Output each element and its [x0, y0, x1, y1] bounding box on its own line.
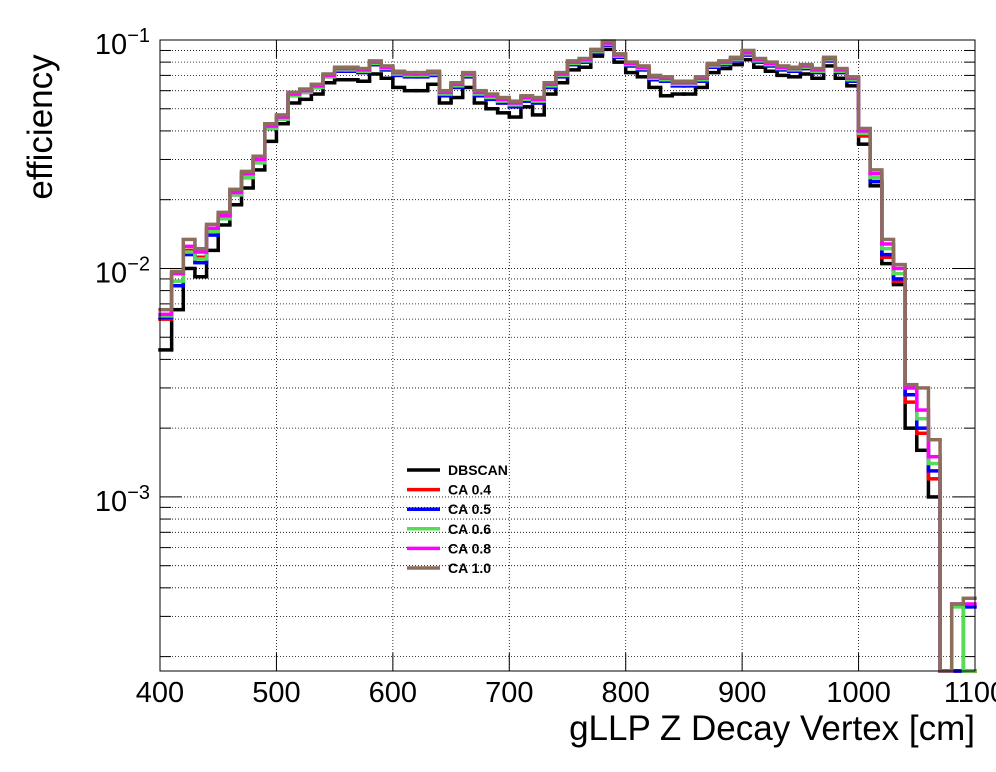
step-riser [169, 44, 966, 671]
series [158, 43, 977, 673]
legend-text: CA 0.4 [448, 482, 491, 498]
x-tick-label: 500 [252, 677, 300, 709]
step-riser [169, 43, 954, 671]
legend-text: DBSCAN [448, 462, 508, 478]
x-axis-title: gLLP Z Decay Vertex [cm] [569, 709, 975, 748]
y-tick-label: 10−3 [95, 482, 150, 518]
legend-text: CA 0.5 [448, 501, 491, 517]
series [158, 42, 977, 673]
legend-text: CA 0.8 [448, 540, 491, 556]
x-tick-label: 1000 [826, 677, 891, 709]
legend-text: CA 1.0 [448, 560, 491, 576]
x-tick-label: 400 [136, 677, 184, 709]
x-tick-label: 900 [718, 677, 766, 709]
x-tick-label: 1100 [944, 677, 996, 709]
x-tick-label: 800 [602, 677, 650, 709]
series [158, 41, 977, 673]
series [158, 43, 977, 673]
step-riser [169, 45, 966, 671]
step-riser [169, 40, 966, 671]
step-riser [169, 45, 942, 671]
series [158, 39, 977, 673]
step-riser [169, 49, 942, 671]
y-axis-title: efficiency [21, 54, 60, 200]
series [158, 47, 977, 673]
x-tick-label: 700 [485, 677, 533, 709]
x-tick-label: 600 [369, 677, 417, 709]
legend-text: CA 0.6 [448, 521, 491, 537]
y-tick-label: 10−1 [95, 25, 150, 61]
y-tick-label: 10−2 [95, 253, 150, 289]
plot-frame [159, 39, 976, 672]
